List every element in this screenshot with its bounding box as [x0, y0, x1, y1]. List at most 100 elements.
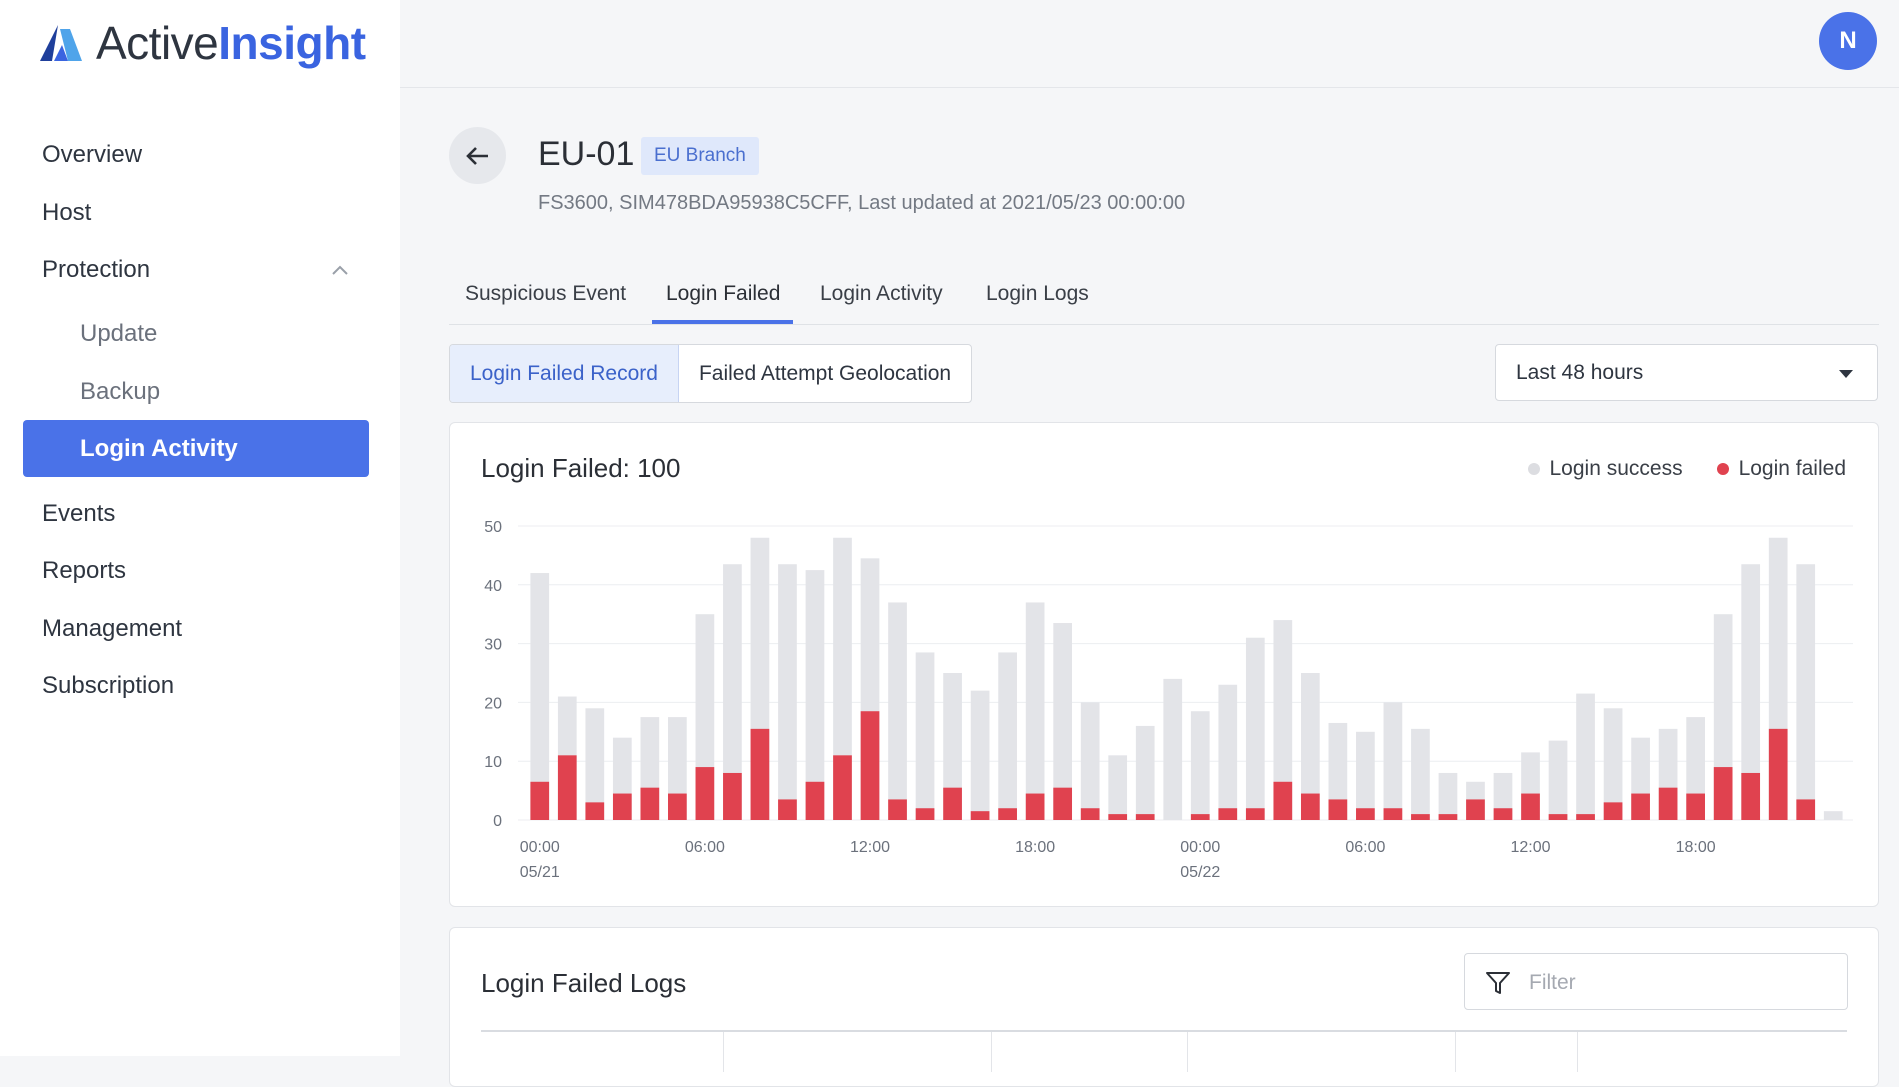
bar [530, 573, 550, 820]
legend-login-failed[interactable]: Login failed [1716, 457, 1846, 481]
sidebar-item-overview[interactable]: Overview [42, 141, 143, 168]
bar [1411, 814, 1430, 820]
bar [1603, 708, 1623, 820]
chevron-up-icon[interactable] [328, 258, 352, 282]
top-bar: N [400, 0, 1899, 88]
tab-login-activity[interactable]: Login Activity [820, 282, 943, 305]
sidebar-item-update[interactable]: Update [80, 320, 158, 347]
x-tick-label: 12:00 [850, 839, 890, 856]
column-divider [723, 1032, 724, 1072]
y-tick-label: 0 [493, 813, 502, 830]
bar [1796, 799, 1816, 820]
bar [1108, 755, 1128, 820]
bar [1768, 728, 1788, 820]
bar [998, 652, 1017, 820]
legend-dot-failed [1716, 463, 1729, 475]
bar [1658, 787, 1678, 820]
chart-card: Login Failed: 100 Login success Login fa… [449, 422, 1879, 907]
column-divider [1455, 1032, 1456, 1072]
bar [695, 767, 715, 820]
chart-legend: Login success Login failed [1494, 457, 1846, 481]
segment-failed-attempt-geolocation[interactable]: Failed Attempt Geolocation [698, 362, 952, 385]
x-tick-label: 00:00 [520, 839, 560, 856]
chart-title: Login Failed: 100 [481, 453, 681, 483]
bar [833, 537, 852, 820]
arrow-left-icon [465, 146, 488, 165]
y-tick-label: 40 [484, 578, 502, 595]
x-tick-date-label: 05/21 [520, 864, 560, 881]
avatar[interactable]: N [1819, 12, 1877, 70]
sidebar-item-label: Login Activity [80, 435, 238, 462]
x-tick-label: 06:00 [685, 839, 725, 856]
bar [1603, 802, 1623, 820]
bar [1163, 678, 1183, 820]
bar [1686, 793, 1705, 820]
bar [1025, 793, 1045, 820]
caret-down-icon [1839, 370, 1853, 378]
bar [723, 564, 742, 820]
bar [557, 755, 577, 820]
sidebar-item-subscription[interactable]: Subscription [42, 672, 175, 699]
bar [1521, 793, 1540, 820]
sidebar-item-events[interactable]: Events [42, 500, 116, 527]
segment-login-failed-record[interactable]: Login Failed Record [450, 345, 679, 402]
bar [1383, 808, 1403, 820]
bar [1080, 808, 1100, 820]
bar [833, 755, 852, 820]
x-tick-label: 00:00 [1180, 839, 1220, 856]
y-tick-label: 30 [484, 637, 502, 654]
bar [970, 811, 990, 820]
bar [1080, 702, 1100, 820]
sidebar-item-login-activity[interactable]: Login Activity [23, 420, 369, 477]
bar [1356, 731, 1375, 820]
sidebar: ActiveInsight Overview Host Protection U… [0, 0, 400, 1056]
bar [1576, 693, 1595, 820]
sidebar-item-management[interactable]: Management [42, 615, 183, 642]
sidebar-item-backup[interactable]: Backup [80, 378, 161, 405]
tab-login-logs[interactable]: Login Logs [986, 282, 1089, 305]
brand-logo[interactable]: ActiveInsight [38, 17, 366, 69]
bar [998, 808, 1017, 820]
bar [1741, 564, 1761, 820]
bar [1631, 793, 1650, 820]
tab-suspicious-event[interactable]: Suspicious Event [465, 282, 627, 305]
x-tick-label: 18:00 [1676, 839, 1716, 856]
bar [1245, 808, 1265, 820]
bar [1218, 684, 1238, 820]
bar [1328, 722, 1348, 820]
column-divider [1577, 1032, 1578, 1072]
tab-login-failed[interactable]: Login Failed [666, 282, 781, 305]
bar [888, 602, 907, 820]
bar [1218, 808, 1238, 820]
x-tick-date-label: 05/22 [1180, 864, 1220, 881]
legend-label: Login failed [1738, 457, 1846, 480]
bar [1713, 767, 1733, 820]
bar [585, 708, 605, 820]
page-subtitle: FS3600, SIM478BDA95938C5CFF, Last update… [538, 192, 1186, 214]
branch-badge: EU Branch [641, 137, 759, 175]
filter-field[interactable] [1464, 953, 1848, 1010]
bar [1411, 728, 1430, 820]
bar [805, 570, 825, 820]
bar [1383, 702, 1403, 820]
filter-input[interactable] [1527, 966, 1831, 1000]
y-tick-label: 20 [484, 695, 502, 712]
back-button[interactable] [449, 127, 506, 184]
filter-icon [1486, 972, 1510, 994]
bar [970, 690, 990, 820]
sidebar-item-reports[interactable]: Reports [42, 557, 127, 584]
bar [1300, 673, 1320, 820]
bar [1823, 811, 1843, 820]
time-range-select[interactable]: Last 48 hours [1495, 344, 1878, 401]
legend-login-success[interactable]: Login success [1527, 457, 1683, 481]
bar [1273, 781, 1293, 820]
bar [778, 799, 797, 820]
sidebar-item-protection[interactable]: Protection [42, 256, 151, 283]
bar [1466, 799, 1485, 820]
bar [640, 787, 660, 820]
sidebar-item-host[interactable]: Host [42, 199, 92, 226]
bar [1135, 725, 1155, 820]
bar [1053, 787, 1073, 820]
bar [1356, 808, 1375, 820]
bar [778, 564, 797, 820]
